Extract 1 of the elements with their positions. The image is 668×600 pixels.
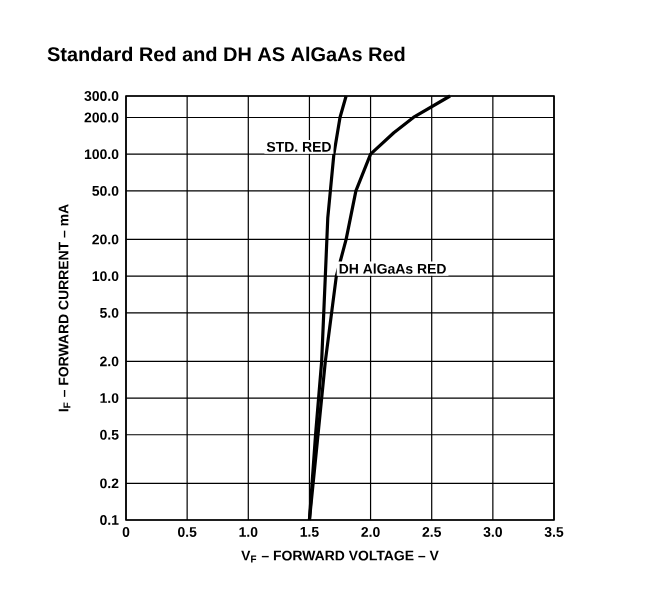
chart-title: Standard Red and DH AS AlGaAs Red (47, 46, 405, 62)
